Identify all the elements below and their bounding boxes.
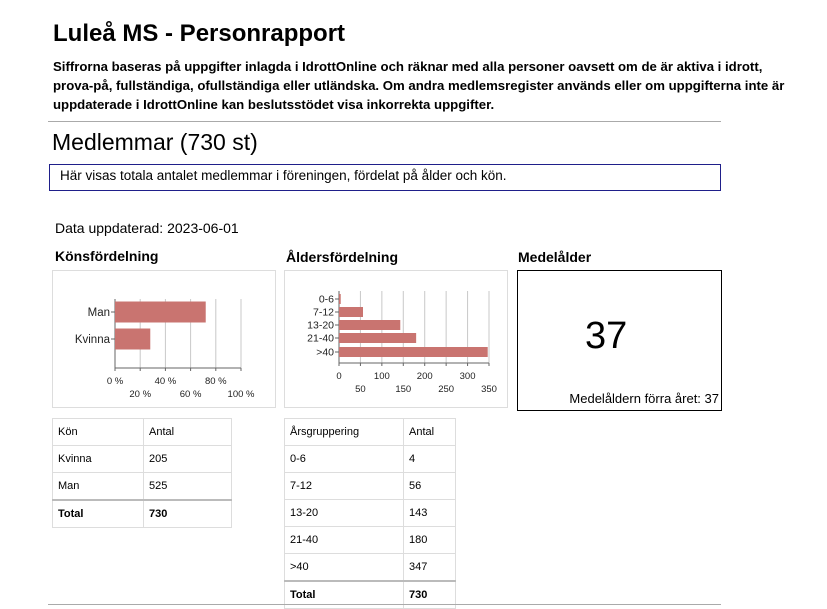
page-title: Luleå MS - Personrapport — [53, 20, 346, 47]
category-label: 0-6 — [319, 294, 334, 306]
table-row: 21-40 180 — [284, 526, 456, 554]
table-cell: 0-6 — [284, 445, 404, 473]
intro-text: Siffrorna baseras på uppgifter inlagda i… — [53, 59, 785, 113]
tick-label: 0 — [336, 371, 341, 382]
age-chart-label: Åldersfördelning — [286, 249, 399, 265]
category-label: Kvinna — [75, 334, 111, 346]
chart-bar — [115, 301, 206, 323]
table-cell: >40 — [284, 553, 404, 582]
info-box: Här visas totala antalet medlemmar i för… — [49, 164, 721, 191]
table-header-cell: Antal — [403, 418, 456, 446]
category-label: 7-12 — [313, 307, 334, 319]
avg-age-value: 37 — [585, 315, 628, 357]
table-header-cell: Årsgruppering — [284, 418, 404, 446]
avg-age-box: 37 Medelåldern förra året: 37 — [517, 270, 722, 411]
gender-table: Kön Antal Kvinna 205 Man 525 Total 730 — [52, 418, 232, 528]
tick-label: 100 — [374, 371, 390, 382]
tick-label: 250 — [438, 384, 454, 395]
table-cell: 143 — [403, 499, 456, 527]
table-cell: 205 — [143, 445, 232, 473]
table-row: 0-6 4 — [284, 445, 456, 473]
tick-label: 80 % — [205, 376, 227, 387]
table-cell: 730 — [143, 499, 232, 528]
table-cell: 4 — [403, 445, 456, 473]
tick-label: 0 % — [107, 376, 124, 387]
table-cell: 525 — [143, 472, 232, 501]
table-cell: Kvinna — [52, 445, 144, 473]
table-row: Kvinna 205 — [52, 445, 232, 473]
age-chart: 0-6 7-12 13-20 21-40 >40 0 50 100 150 200 250 300 35… — [284, 270, 508, 408]
table-cell: 13-20 — [284, 499, 404, 527]
table-header-row: Kön Antal — [52, 418, 232, 446]
chart-bar — [339, 347, 488, 357]
gender-chart: Man Kvinna 0 % 20 % 40 % 60 % 80 % 100 % — [52, 270, 276, 408]
tick-label: 60 % — [180, 389, 202, 400]
chart-bar — [115, 328, 151, 350]
avg-age-label: Medelålder — [518, 249, 592, 265]
divider — [48, 604, 721, 605]
age-table: Årsgruppering Antal 0-6 4 7-12 56 13-20 … — [284, 418, 456, 609]
table-row: 7-12 56 — [284, 472, 456, 500]
chart-bar — [339, 333, 417, 343]
category-label: >40 — [316, 347, 334, 359]
tick-label: 50 — [355, 384, 366, 395]
table-total-row: Total 730 — [52, 499, 232, 528]
tick-label: 350 — [481, 384, 497, 395]
data-updated: Data uppdaterad: 2023-06-01 — [55, 220, 239, 236]
tick-label: 150 — [395, 384, 411, 395]
table-cell: 21-40 — [284, 526, 404, 554]
chart-bar — [339, 307, 363, 317]
category-label: 21-40 — [307, 333, 334, 345]
table-cell: 56 — [403, 472, 456, 500]
chart-bar — [339, 294, 341, 304]
table-header-row: Årsgruppering Antal — [284, 418, 456, 446]
divider — [48, 121, 721, 122]
table-cell: Man — [52, 472, 144, 501]
table-cell: 347 — [403, 553, 456, 582]
table-header-cell: Kön — [52, 418, 144, 446]
tick-label: 300 — [460, 371, 476, 382]
members-heading: Medlemmar (730 st) — [52, 129, 258, 155]
gender-chart-svg: Man Kvinna 0 % 20 % 40 %60 %80 %100 % — [75, 299, 255, 400]
category-label: Man — [88, 307, 110, 319]
table-cell: 7-12 — [284, 472, 404, 500]
tick-label: 20 % — [129, 389, 151, 400]
table-row: >40 347 — [284, 553, 456, 582]
chart-bar — [339, 320, 401, 330]
table-header-cell: Antal — [143, 418, 232, 446]
tick-label: 200 — [417, 371, 433, 382]
avg-age-previous: Medelåldern förra året: 37 — [569, 391, 719, 406]
table-row: 13-20 143 — [284, 499, 456, 527]
category-label: 13-20 — [307, 320, 334, 332]
table-row: Man 525 — [52, 472, 232, 501]
tick-label: 40 % — [155, 376, 177, 387]
tick-label: 100 % — [228, 389, 255, 400]
gender-chart-label: Könsfördelning — [55, 248, 159, 264]
table-cell: Total — [52, 499, 144, 528]
table-cell: 180 — [403, 526, 456, 554]
